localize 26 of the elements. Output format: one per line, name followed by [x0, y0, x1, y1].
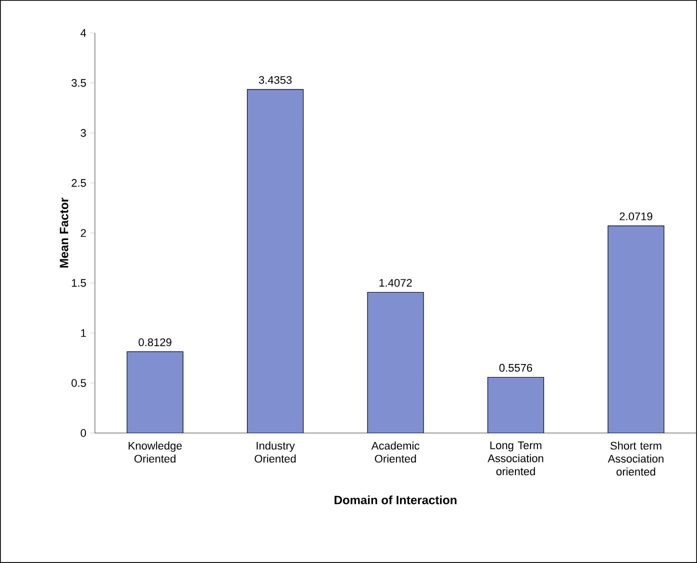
- y-tick-label: 1.5: [72, 279, 86, 287]
- y-tick-label: 2.5: [72, 179, 86, 187]
- data-label: 1.4072: [380, 278, 412, 287]
- x-tick-label: Long Term Association oriented: [488, 442, 544, 476]
- x-tick-label: Industry Oriented: [254, 442, 296, 463]
- data-label: 0.5576: [499, 364, 532, 372]
- y-tick-label: 0.5: [72, 379, 86, 387]
- bar: [127, 352, 184, 434]
- data-label: 0.8129: [138, 338, 172, 346]
- x-tick-label: Knowledge Oriented: [128, 442, 182, 463]
- x-axis-title: Domain of Interaction: [334, 495, 456, 504]
- y-tick-label: 2: [80, 229, 86, 237]
- data-label: 3.4353: [258, 76, 292, 84]
- y-tick-label: 1: [81, 329, 86, 337]
- bar: [368, 292, 424, 434]
- y-tick-label: 3.5: [72, 79, 86, 87]
- x-tick-label: Academic Oriented: [371, 442, 420, 463]
- bar: [488, 377, 544, 434]
- data-label: 2.0719: [620, 212, 652, 220]
- bar: [608, 225, 664, 434]
- y-tick-label: 4: [80, 29, 86, 37]
- x-tick-label: Short term Association oriented: [608, 442, 664, 476]
- bar: [247, 89, 304, 434]
- y-tick-label: 3: [80, 129, 86, 137]
- y-axis-title: Mean Factor: [60, 198, 68, 268]
- y-tick-label: 0: [80, 429, 86, 437]
